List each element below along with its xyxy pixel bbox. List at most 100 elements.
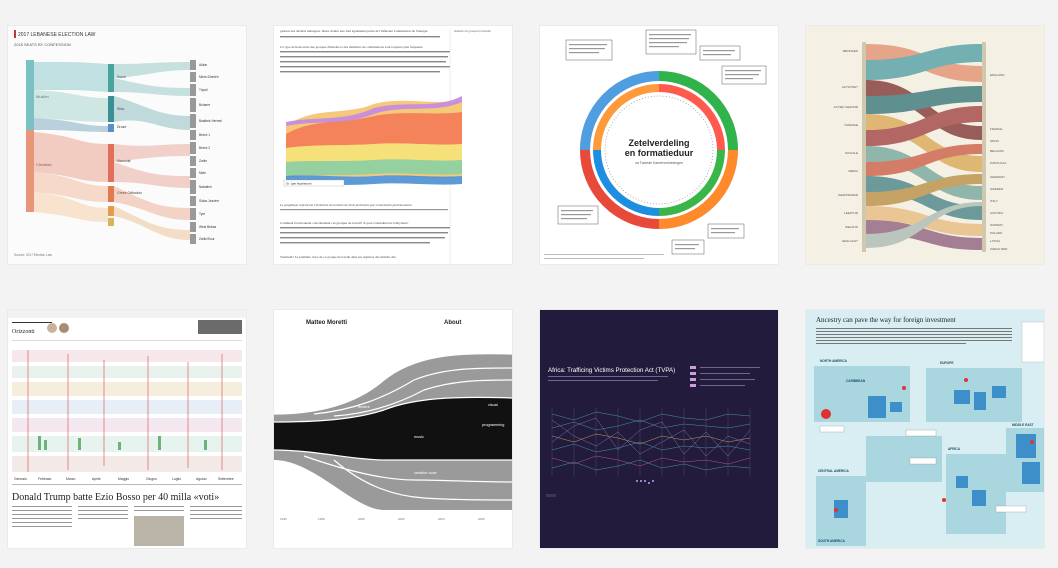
district-label: Tyre bbox=[199, 212, 205, 216]
month-label: Gennaio bbox=[14, 477, 27, 481]
alluvial-right-label: CZECH REP. bbox=[990, 247, 1008, 251]
lebanese-election-thumbnail: 2017 LEBANESE ELECTION LAW 2018 SEATS BY… bbox=[8, 26, 246, 264]
gallery-tile-zetelverdeling[interactable]: Zetelverdeling en formatieduur na Tweede… bbox=[540, 26, 778, 264]
alluvial-left-label: OVERIGE bbox=[844, 123, 858, 127]
month-label: Maggio bbox=[118, 477, 129, 481]
alluvial-right-label: SWEDEN bbox=[990, 187, 1003, 191]
year-label: 2004 bbox=[438, 517, 445, 521]
month-label: Aprile bbox=[92, 477, 101, 481]
alluvial-right-label: LATVIA bbox=[990, 239, 1000, 243]
chart-label: Gr. (par législature) bbox=[286, 182, 312, 186]
stream-label-creative-code: creative code bbox=[414, 471, 437, 475]
month-label: Febbraio bbox=[38, 477, 51, 481]
article-line: gestion des déchets ménagers. Deux d'ent… bbox=[280, 29, 428, 33]
region-label: AFRICA bbox=[948, 447, 961, 451]
sankey-label-druze: Druze bbox=[117, 125, 126, 129]
alluvial-left-label: BRONNEN bbox=[843, 49, 858, 53]
region-label: EUROPE bbox=[940, 361, 953, 365]
masthead: Orizzonti bbox=[12, 329, 35, 335]
alluvial-right-label: SPAIN bbox=[990, 139, 999, 143]
alluvial-thumbnail: BRONNEN ACTIVITEIT ACTIEF GEZOND OVERIGE… bbox=[806, 26, 1044, 264]
chart-title: Zetelverdeling bbox=[628, 138, 689, 148]
gallery-tile-orizzonti[interactable]: Orizzonti bbox=[8, 310, 246, 548]
gallery-tile-parliamentary-article[interactable]: gestion des déchets ménagers. Deux d'ent… bbox=[274, 26, 512, 264]
ancestry-thumbnail: Ancestry can pave the way for foreign in… bbox=[806, 310, 1044, 548]
headline: Donald Trump batte Ezio Bosso per 40 mil… bbox=[12, 492, 219, 503]
stream-label-programming: programming bbox=[482, 423, 504, 427]
year-label: 2002 bbox=[398, 517, 405, 521]
alluvial-right-label: FRANCE bbox=[990, 127, 1002, 131]
alluvial-right-label: PORTUGAL bbox=[990, 161, 1007, 165]
africa-tvpa-thumbnail: Africa: Trafficing Victims Protection Ac… bbox=[540, 310, 778, 548]
year-label: 2000 bbox=[358, 517, 365, 521]
alluvial-left-label: SOCIALE bbox=[845, 151, 858, 155]
map-title: Ancestry can pave the way for foreign in… bbox=[816, 316, 956, 324]
article-footer-paragraph: Vendredi? La première trace de ce groupe… bbox=[280, 255, 396, 259]
portfolio-name: Matteo Moretti bbox=[306, 320, 347, 326]
district-label: Beirut 1 bbox=[199, 133, 210, 137]
zetelverdeling-thumbnail: Zetelverdeling en formatieduur na Tweede… bbox=[540, 26, 778, 264]
alluvial-right-label: NORWAY bbox=[990, 223, 1003, 227]
orizzonti-thumbnail: Orizzonti bbox=[8, 310, 246, 548]
month-label: Settembre bbox=[218, 477, 234, 481]
year-label: 1998 bbox=[318, 517, 325, 521]
district-label: Akkar bbox=[199, 63, 208, 67]
alluvial-left-label: ACTIVITEIT bbox=[842, 85, 858, 89]
tile-footer: Source: 2017 Election Law bbox=[14, 253, 53, 257]
region-label: MIDDLE EAST bbox=[1012, 423, 1034, 427]
month-label: Marzo bbox=[66, 477, 76, 481]
district-label: Bcharre bbox=[199, 103, 210, 107]
sankey-label-maronite: Maronite bbox=[117, 159, 131, 163]
district-label: Minie-Dinnieh bbox=[199, 75, 219, 79]
stream-label-theatre: theatre bbox=[358, 405, 370, 409]
article-thumbnail: gestion des déchets ménagers. Deux d'ent… bbox=[274, 26, 512, 264]
stream-label-music: music bbox=[414, 435, 424, 439]
region-label: CARIBBEAN bbox=[846, 379, 866, 383]
sankey-label-christian: Christian bbox=[36, 162, 52, 167]
district-label: Nabatieh bbox=[199, 185, 212, 189]
district-label: West Bekaa bbox=[199, 225, 216, 229]
chart-title: Africa: Trafficing Victims Protection Ac… bbox=[548, 367, 675, 374]
district-label: Zahle/Sour bbox=[199, 237, 216, 241]
alluvial-left-label: LEEFTIJD bbox=[844, 211, 859, 215]
tile-subtitle: 2018 SEATS BY CONFESSION bbox=[14, 42, 71, 47]
chart-title-line2: en formatieduur bbox=[625, 148, 694, 158]
district-label: Beirut 2 bbox=[199, 146, 210, 150]
alluvial-right-label: AUSTRIA bbox=[990, 211, 1003, 215]
district-label: Zahle bbox=[199, 159, 207, 163]
stream-label-visual: visual bbox=[488, 403, 498, 407]
gallery-tile-lebanese-election[interactable]: 2017 LEBANESE ELECTION LAW 2018 SEATS BY… bbox=[8, 26, 246, 264]
gallery-tile-ancestry[interactable]: Ancestry can pave the way for foreign in… bbox=[806, 310, 1044, 548]
gallery-tile-alluvial[interactable]: BRONNEN ACTIVITEIT ACTIEF GEZOND OVERIGE… bbox=[806, 26, 1044, 264]
gallery-tile-africa-tvpa[interactable]: Africa: Trafficing Victims Protection Ac… bbox=[540, 310, 778, 548]
gallery-tile-matteo-moretti[interactable]: Matteo Moretti About theatre music creat… bbox=[274, 310, 512, 548]
region-label: NORTH AMERICA bbox=[820, 359, 848, 363]
year-label: 1996 bbox=[280, 517, 287, 521]
about-link[interactable]: About bbox=[444, 320, 461, 326]
alluvial-right-label: BELGIUM bbox=[990, 149, 1004, 153]
region-label: CENTRAL AMERICA bbox=[818, 469, 850, 473]
alluvial-left-label: ACTIEF GEZOND bbox=[834, 105, 859, 109]
month-label: Luglio bbox=[172, 477, 181, 481]
alluvial-left-label: MEDIA bbox=[848, 169, 858, 173]
sankey-label-sunni: Sunni bbox=[117, 75, 126, 79]
chart-subtitle: na Tweede Kamerverkiezingen bbox=[635, 161, 683, 165]
alluvial-right-label: ITALY bbox=[990, 199, 998, 203]
moretti-thumbnail: Matteo Moretti About theatre music creat… bbox=[274, 310, 512, 548]
article-paragraph: Comment fonctionnent concrètement ces gr… bbox=[280, 220, 409, 225]
margin-note: membre du groupe fut Isabelle bbox=[454, 29, 491, 33]
district-label: Tripoli bbox=[199, 88, 208, 92]
chart-caption: Le graphique représente l'évolution du n… bbox=[279, 203, 413, 207]
sankey-label-muslim: Muslim bbox=[36, 94, 49, 99]
district-label: Sidon-Jezzine bbox=[199, 199, 219, 203]
month-label: Agosto bbox=[196, 477, 207, 481]
sankey-label-shia: Shia bbox=[117, 107, 124, 111]
district-label: Metn bbox=[199, 171, 206, 175]
alluvial-right-label: GERMANY bbox=[990, 175, 1005, 179]
alluvial-right-label: POLAND bbox=[990, 231, 1003, 235]
alluvial-left-label: GESLACHT bbox=[842, 239, 858, 243]
sankey-label-greek-orthodox: Greek Orthodox bbox=[117, 191, 142, 195]
month-label: Giugno bbox=[146, 477, 157, 481]
alluvial-left-label: WELZIJN bbox=[845, 225, 858, 229]
